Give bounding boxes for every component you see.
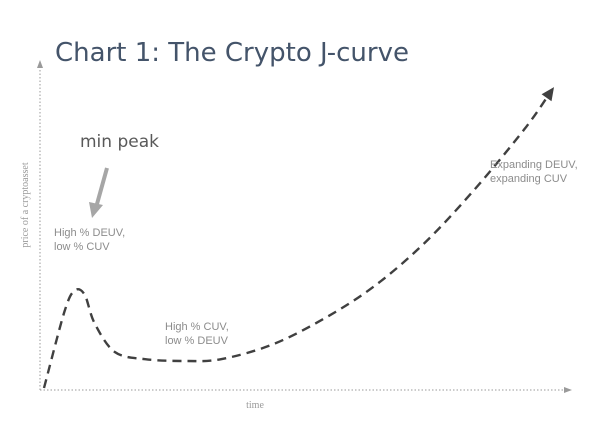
- x-axis-arrowhead: [564, 387, 572, 393]
- annotation-trough-line1: High % CUV,: [165, 321, 229, 333]
- j-curve-series-line: [42, 92, 551, 389]
- j-curve-arrowhead: [541, 87, 554, 102]
- y-axis-label: price of a cryptoasset: [20, 162, 31, 247]
- callout-arrow-shaft: [95, 167, 109, 205]
- chart-title: Chart 1: The Crypto J-curve: [55, 38, 409, 68]
- annotation-growth-line1: Expanding DEUV,: [490, 159, 578, 171]
- annotation-min-peak-line1: High % DEUV,: [54, 227, 125, 239]
- y-axis-arrowhead: [37, 60, 43, 68]
- callout-label: min peak: [80, 132, 159, 152]
- annotation-trough-line2: low % DEUV: [165, 335, 229, 347]
- callout-arrowhead: [89, 202, 103, 218]
- x-axis-label: time: [246, 400, 264, 411]
- annotation-growth-line2: expanding CUV: [490, 173, 568, 185]
- annotation-min-peak-line2: low % CUV: [54, 241, 110, 253]
